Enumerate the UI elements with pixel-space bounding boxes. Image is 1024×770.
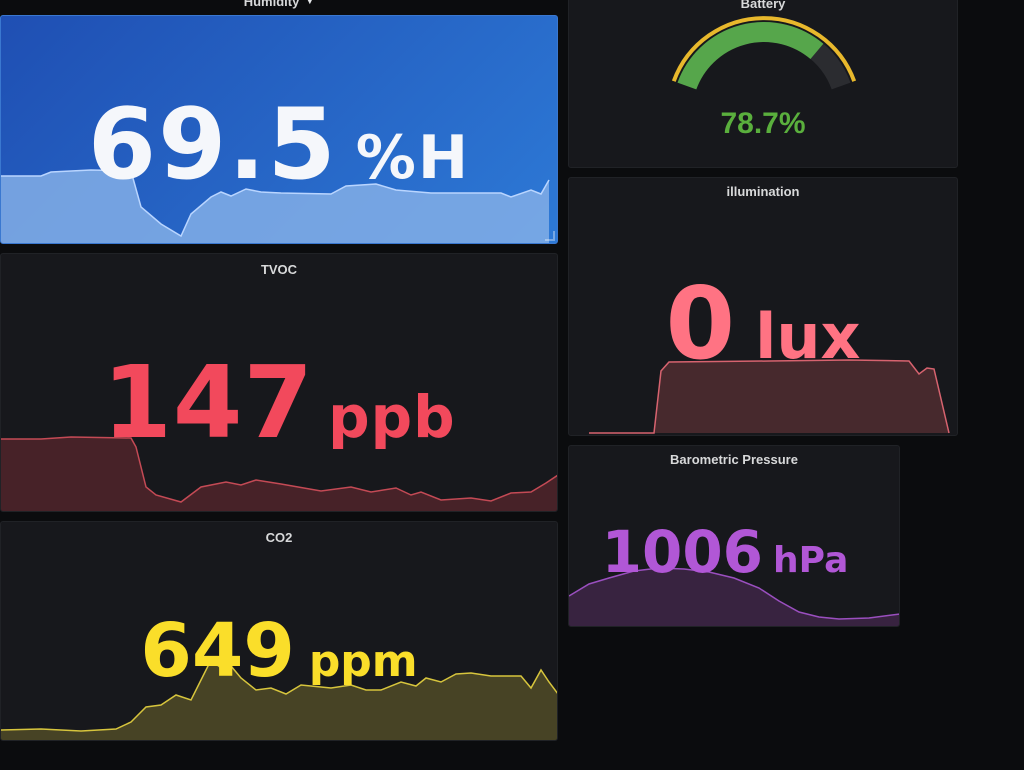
illumination-panel[interactable]: illumination 0 lux — [568, 177, 958, 436]
battery-title[interactable]: Battery — [740, 0, 786, 11]
barometric-pressure-stat: 1006 hPa — [569, 523, 899, 581]
humidity-panel[interactable]: 69.5 %H — [0, 15, 558, 244]
humidity-title-label: Humidity — [243, 0, 300, 9]
resize-handle[interactable] — [545, 231, 555, 241]
tvoc-title[interactable]: TVOC — [260, 262, 298, 277]
co2-stat: 649 ppm — [1, 614, 557, 688]
humidity-value: 69.5 — [87, 88, 338, 202]
tvoc-value: 147 — [102, 344, 315, 461]
battery-value: 78.7% — [720, 107, 806, 140]
tvoc-unit: ppb — [328, 383, 456, 451]
chevron-down-icon[interactable]: ▼ — [305, 0, 315, 6]
barometric-pressure-unit: hPa — [773, 540, 849, 581]
illumination-unit: lux — [755, 300, 861, 373]
humidity-stat: 69.5 %H — [1, 96, 557, 194]
co2-value: 649 — [140, 608, 295, 694]
barometric-pressure-sparkline — [569, 567, 899, 626]
humidity-sparkline — [1, 169, 550, 243]
barometric-pressure-panel[interactable]: Barometric Pressure 1006 hPa — [568, 445, 900, 627]
humidity-unit: %H — [355, 123, 471, 193]
illumination-stat: 0 lux — [569, 274, 957, 374]
gauge-fill-arc — [677, 22, 824, 90]
barometric-pressure-title[interactable]: Barometric Pressure — [670, 452, 798, 467]
co2-title[interactable]: CO2 — [265, 530, 293, 545]
barometric-pressure-value: 1006 — [601, 518, 764, 586]
tvoc-stat: 147 ppb — [1, 353, 557, 453]
co2-sparkline — [1, 658, 557, 740]
illumination-sparkline — [589, 359, 950, 434]
illumination-value: 0 — [665, 265, 736, 382]
humidity-title[interactable]: Humidity ▼ — [0, 0, 558, 9]
tvoc-panel[interactable]: TVOC 147 ppb — [0, 253, 558, 512]
gauge-threshold-arc — [671, 16, 857, 82]
illumination-title[interactable]: illumination — [726, 184, 800, 199]
tvoc-sparkline — [1, 436, 557, 511]
battery-panel[interactable]: Battery 78.7% — [568, 0, 958, 168]
co2-panel[interactable]: CO2 649 ppm — [0, 521, 558, 741]
co2-unit: ppm — [308, 636, 418, 687]
battery-gauge — [671, 16, 857, 90]
